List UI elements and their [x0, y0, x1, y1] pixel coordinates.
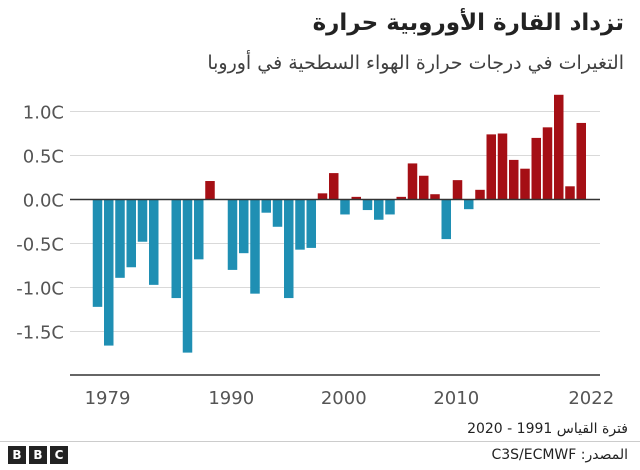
bar-2022	[576, 122, 586, 200]
logo-letter: C	[50, 446, 68, 464]
bar-2012	[464, 199, 474, 210]
bar-2020	[554, 94, 564, 200]
bar-1989	[205, 181, 215, 200]
x-tick-label: 2000	[321, 388, 367, 409]
y-tick-label: -1.5C	[16, 323, 64, 344]
x-tick-label: 2010	[433, 388, 479, 409]
footer-divider	[0, 441, 640, 442]
x-tick-label: 1990	[208, 388, 254, 409]
chart-title: تزداد القارة الأوروبية حرارة	[312, 10, 624, 36]
bar-1997	[295, 199, 305, 250]
bar-2008	[419, 175, 429, 200]
bar-1986	[171, 199, 181, 299]
bar-2016	[509, 159, 519, 200]
bar-1996	[284, 199, 294, 299]
bar-1987	[182, 199, 193, 353]
bar-2017	[520, 168, 530, 200]
bar-1994	[261, 199, 271, 213]
y-tick-label: -0.5C	[16, 235, 64, 256]
bar-2011	[452, 180, 463, 200]
bar-1998	[306, 199, 316, 248]
bar-2005	[385, 199, 395, 215]
bar-2009	[430, 194, 440, 200]
bar-1981	[115, 199, 125, 278]
bar-1992	[239, 199, 249, 254]
bar-2004	[374, 199, 384, 220]
bar-2021	[565, 186, 575, 200]
bar-2001	[340, 199, 350, 215]
baseline-period-note: فترة القياس 1991 - 2020	[467, 421, 628, 437]
y-tick-label: -1.0C	[16, 279, 64, 300]
bbc-logo: B B C	[8, 446, 68, 464]
bar-1995	[272, 199, 283, 227]
logo-letter: B	[29, 446, 47, 464]
bar-2002	[351, 196, 361, 200]
x-tick-label: 1979	[85, 388, 131, 409]
bar-chart: 1.0C 0.5C 0.0C -0.5C -1.0C -1.5C 1979 1990 2000…	[16, 94, 614, 409]
bar-2006	[396, 196, 406, 200]
bar-2019	[542, 127, 553, 200]
y-tick-label: 0.5C	[23, 147, 64, 168]
source-credit: المصدر: C3S/ECMWF	[491, 447, 628, 463]
bar-1988	[194, 199, 204, 260]
bar-1993	[250, 199, 260, 294]
bar-2010	[441, 199, 451, 240]
bar-1979	[92, 199, 103, 307]
bar-2013	[475, 189, 485, 200]
bar-2018	[531, 137, 541, 200]
logo-letter: B	[8, 446, 26, 464]
bar-1999	[317, 193, 328, 200]
bar-1982	[126, 199, 136, 268]
chart-subtitle: التغيرات في درجات حرارة الهواء السطحية ف…	[207, 52, 624, 74]
bar-2015	[497, 133, 508, 200]
bar-2003	[362, 199, 373, 211]
y-tick-label: 0.0C	[23, 191, 64, 212]
bar-1980	[104, 199, 114, 346]
y-tick-label: 1.0C	[23, 103, 64, 124]
bar-1984	[149, 199, 159, 285]
bar-2000	[329, 173, 339, 200]
bar-2014	[486, 134, 496, 200]
x-tick-label: 2022	[568, 388, 614, 409]
bar-2007	[407, 163, 418, 200]
bar-1983	[137, 199, 148, 242]
bar-1991	[227, 199, 238, 270]
